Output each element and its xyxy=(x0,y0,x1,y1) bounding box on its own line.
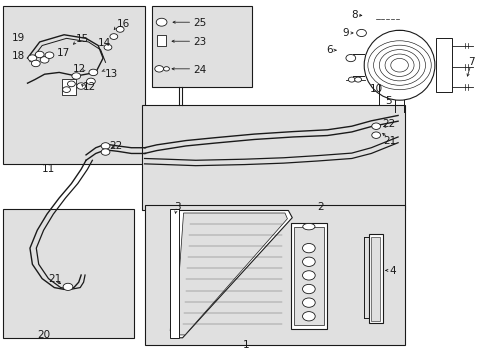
Text: 25: 25 xyxy=(193,18,206,28)
Ellipse shape xyxy=(364,30,434,100)
Circle shape xyxy=(354,77,361,82)
Circle shape xyxy=(302,243,315,253)
Circle shape xyxy=(77,83,85,89)
Text: 18: 18 xyxy=(11,51,24,61)
Circle shape xyxy=(89,69,98,76)
Circle shape xyxy=(110,34,118,40)
Circle shape xyxy=(371,123,380,130)
Text: 5: 5 xyxy=(384,96,391,106)
Circle shape xyxy=(356,30,366,37)
Text: 7: 7 xyxy=(467,57,473,67)
Circle shape xyxy=(302,257,315,266)
Circle shape xyxy=(345,54,355,62)
Text: 10: 10 xyxy=(369,84,383,94)
Circle shape xyxy=(101,149,110,155)
Text: 19: 19 xyxy=(11,33,24,43)
Text: 23: 23 xyxy=(193,37,206,47)
Bar xyxy=(435,39,451,92)
Text: 16: 16 xyxy=(117,19,130,29)
Text: 24: 24 xyxy=(193,64,206,75)
Circle shape xyxy=(302,312,315,321)
Circle shape xyxy=(104,44,112,50)
Text: 21: 21 xyxy=(48,274,61,284)
Circle shape xyxy=(155,66,163,72)
Circle shape xyxy=(63,283,73,291)
Text: 1: 1 xyxy=(243,340,249,350)
Circle shape xyxy=(302,284,315,294)
Text: 12: 12 xyxy=(73,64,86,74)
Text: 4: 4 xyxy=(389,266,396,276)
Text: 3: 3 xyxy=(173,202,180,212)
Text: 2: 2 xyxy=(317,202,324,212)
Text: 15: 15 xyxy=(76,34,89,44)
Text: 22: 22 xyxy=(109,141,122,151)
Text: 13: 13 xyxy=(104,69,118,79)
Circle shape xyxy=(28,55,37,61)
Text: 22: 22 xyxy=(381,120,394,129)
Text: 21: 21 xyxy=(383,136,396,145)
Text: 14: 14 xyxy=(98,38,111,48)
Circle shape xyxy=(35,51,44,58)
Bar xyxy=(368,234,383,323)
Circle shape xyxy=(163,67,169,71)
Text: 20: 20 xyxy=(37,330,50,340)
Bar xyxy=(144,205,405,345)
Circle shape xyxy=(72,73,81,79)
Text: 11: 11 xyxy=(42,163,55,174)
Ellipse shape xyxy=(302,224,314,230)
Circle shape xyxy=(347,77,354,82)
Circle shape xyxy=(62,87,70,93)
Bar xyxy=(294,226,324,325)
Circle shape xyxy=(302,298,315,307)
Circle shape xyxy=(40,57,49,63)
Circle shape xyxy=(371,132,380,138)
Bar xyxy=(157,36,166,45)
Bar xyxy=(170,209,179,338)
Bar xyxy=(3,209,134,338)
Polygon shape xyxy=(170,211,292,338)
Text: 17: 17 xyxy=(57,48,70,58)
Bar xyxy=(142,105,405,211)
Circle shape xyxy=(31,60,40,67)
Circle shape xyxy=(45,52,54,58)
Polygon shape xyxy=(175,213,287,335)
Circle shape xyxy=(101,143,110,149)
Bar xyxy=(61,79,76,95)
Text: 12: 12 xyxy=(82,82,96,93)
Text: 9: 9 xyxy=(341,28,348,38)
Circle shape xyxy=(116,27,124,32)
Circle shape xyxy=(86,78,95,85)
Circle shape xyxy=(67,81,75,87)
Circle shape xyxy=(302,271,315,280)
Text: 6: 6 xyxy=(326,45,332,55)
Bar xyxy=(290,223,327,329)
Circle shape xyxy=(156,18,166,26)
Bar xyxy=(370,237,379,320)
Bar xyxy=(3,6,144,164)
Text: 8: 8 xyxy=(350,10,357,20)
Bar xyxy=(152,6,251,87)
